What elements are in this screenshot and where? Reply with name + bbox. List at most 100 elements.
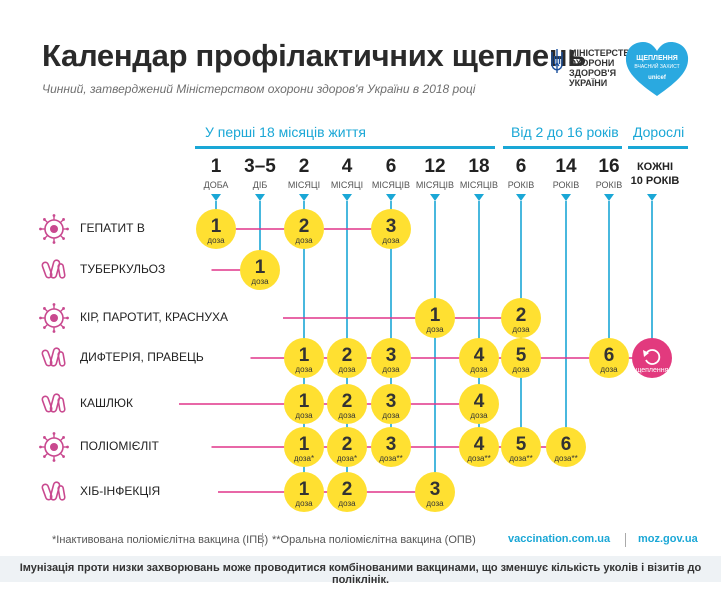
dose-number: 2 bbox=[342, 434, 353, 455]
age-arrow-marker bbox=[299, 194, 309, 201]
dose-label: доза bbox=[426, 325, 444, 334]
period-line-childhood bbox=[503, 146, 622, 149]
diphtheria-bacteria-icon bbox=[41, 347, 66, 367]
dose-number: 3 bbox=[386, 216, 397, 237]
dose-number: 1 bbox=[211, 216, 222, 237]
dose-circle bbox=[371, 384, 411, 424]
hepatitis-virus-icon bbox=[39, 214, 69, 244]
booster-refresh-icon bbox=[643, 349, 661, 365]
age-arrow-marker bbox=[342, 194, 352, 201]
age-number: 1 bbox=[210, 156, 222, 177]
dose-circle bbox=[415, 472, 455, 512]
dose-number: 6 bbox=[561, 434, 572, 455]
age-unit: ДОБА bbox=[203, 180, 229, 190]
adult-interval-line2: 10 РОКІВ bbox=[630, 175, 680, 187]
dose-circle bbox=[284, 472, 324, 512]
disease-name: ХІБ-ІНФЕКЦІЯ bbox=[80, 484, 161, 498]
dose-circle bbox=[371, 338, 411, 378]
dose-label: доза bbox=[251, 277, 269, 286]
age-arrow-marker bbox=[561, 194, 571, 201]
disease-name: КІР, ПАРОТИТ, КРАСНУХА bbox=[80, 310, 228, 324]
link-moz-site[interactable]: moz.gov.ua bbox=[638, 533, 698, 545]
dose-label: доза bbox=[207, 236, 225, 245]
tuberculosis-bacteria-icon bbox=[41, 259, 66, 279]
disease-name: ПОЛІОМІЄЛІТ bbox=[80, 439, 159, 453]
dose-label: доза** bbox=[509, 454, 532, 463]
dose-number: 2 bbox=[342, 391, 353, 412]
dose-label: доза bbox=[470, 411, 488, 420]
age-number: 16 bbox=[598, 156, 620, 177]
pertussis-bacteria-icon bbox=[41, 393, 66, 413]
dose-number: 3 bbox=[430, 479, 441, 500]
dose-label: доза bbox=[512, 365, 530, 374]
dose-circle bbox=[459, 427, 499, 467]
footer-divider bbox=[625, 533, 626, 547]
dose-label: доза* bbox=[294, 454, 314, 463]
dose-circle bbox=[501, 298, 541, 338]
dose-label: доза** bbox=[554, 454, 577, 463]
dose-number: 1 bbox=[299, 434, 310, 455]
dose-circle bbox=[501, 427, 541, 467]
heart-logo-icon bbox=[625, 42, 689, 96]
dose-number: 4 bbox=[474, 391, 485, 412]
dose-number: 5 bbox=[516, 345, 527, 366]
dose-circle bbox=[196, 209, 236, 249]
dose-circle bbox=[284, 384, 324, 424]
dose-circle bbox=[546, 427, 586, 467]
bottom-bar bbox=[0, 556, 721, 582]
ministry-line: ОХОРОНИ bbox=[569, 58, 615, 68]
bottom-note: Імунізація проти низки захворювань може … bbox=[19, 562, 702, 586]
age-unit: ДІБ bbox=[252, 180, 268, 190]
age-number: 12 bbox=[424, 156, 446, 177]
page-title: Календар профілактичних щеплень bbox=[42, 38, 587, 73]
dose-label: доза bbox=[295, 365, 313, 374]
hib-bacteria-icon bbox=[41, 481, 66, 501]
dose-circle bbox=[459, 384, 499, 424]
dose-label: доза** bbox=[467, 454, 490, 463]
vaccination-schedule-grid: 1доза2доза3доза1доза1доза2доза1доза2доза… bbox=[179, 194, 672, 512]
age-number: 2 bbox=[298, 156, 310, 177]
ministry-logo: МІНІСТЕРСТВО ОХОРОНИ ЗДОРОВ'Я УКРАЇНИ bbox=[551, 48, 637, 88]
age-unit: МІСЯЦІ bbox=[330, 180, 364, 190]
booster-label: щеплення bbox=[636, 367, 669, 374]
dose-circle bbox=[327, 384, 367, 424]
dose-number: 3 bbox=[386, 345, 397, 366]
dose-number: 3 bbox=[386, 391, 397, 412]
age-number: 6 bbox=[515, 156, 527, 177]
dose-circle bbox=[327, 427, 367, 467]
dose-circle bbox=[327, 338, 367, 378]
age-number: 4 bbox=[341, 156, 353, 177]
dose-number: 2 bbox=[516, 305, 527, 326]
footnote-ipv: *Інактивована поліомієлітна вакцина (ІПВ… bbox=[52, 534, 269, 546]
dose-label: доза bbox=[382, 411, 400, 420]
period-line-adults bbox=[628, 146, 688, 149]
link-vaccination-site[interactable]: vaccination.com.ua bbox=[508, 533, 611, 545]
age-arrow-marker bbox=[211, 194, 221, 201]
age-arrow-marker bbox=[474, 194, 484, 201]
dose-circle bbox=[371, 209, 411, 249]
age-unit: МІСЯЦІВ bbox=[459, 180, 499, 190]
dose-label: доза bbox=[382, 365, 400, 374]
dose-label: доза bbox=[512, 325, 530, 334]
measles-virus-icon bbox=[39, 303, 69, 333]
dose-circle bbox=[501, 338, 541, 378]
period-line-infancy bbox=[195, 146, 495, 149]
dose-label: доза bbox=[426, 499, 444, 508]
ministry-line: ЗДОРОВ'Я bbox=[569, 68, 617, 78]
page-subtitle: Чинний, затверджений Міністерством охоро… bbox=[42, 82, 476, 96]
dose-number: 2 bbox=[342, 479, 353, 500]
age-arrow-marker bbox=[430, 194, 440, 201]
dose-label: доза bbox=[470, 365, 488, 374]
dose-label: доза bbox=[600, 365, 618, 374]
age-unit: МІСЯЦІВ bbox=[371, 180, 411, 190]
age-unit: МІСЯЦІ bbox=[287, 180, 321, 190]
dose-number: 2 bbox=[299, 216, 310, 237]
dose-circle bbox=[327, 472, 367, 512]
dose-circle bbox=[240, 250, 280, 290]
age-arrow-marker bbox=[255, 194, 265, 201]
dose-label: доза bbox=[338, 499, 356, 508]
age-number: 6 bbox=[385, 156, 397, 177]
age-arrow-marker bbox=[386, 194, 396, 201]
dose-label: доза* bbox=[337, 454, 357, 463]
dose-circle bbox=[284, 427, 324, 467]
